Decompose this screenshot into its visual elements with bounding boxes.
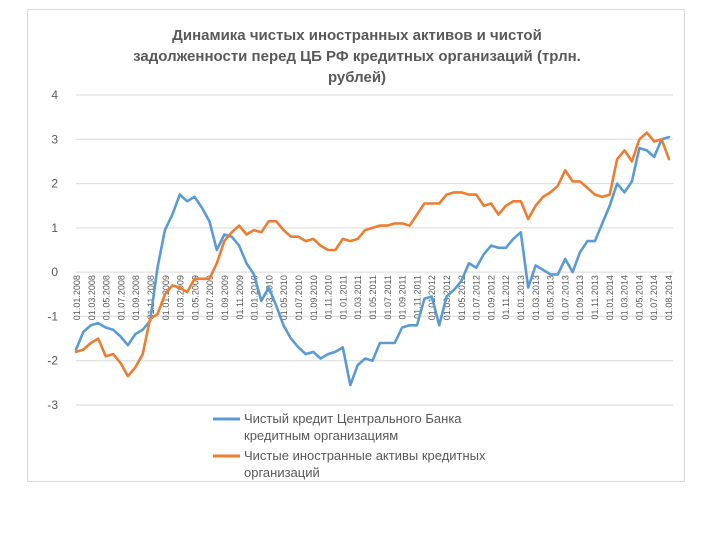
x-tick-label: 01.05.2014: [634, 275, 644, 320]
x-tick-label: 01.11.2011: [412, 275, 422, 319]
x-tick-label: 01.01.2014: [605, 275, 615, 320]
x-tick-label: 01.01.2009: [161, 275, 171, 320]
x-tick-label: 01.07.2009: [205, 275, 215, 320]
x-tick-label: 01.03.2014: [620, 275, 630, 320]
x-tick-label: 01.11.2012: [501, 275, 511, 319]
x-tick-label: 01.05.2010: [279, 275, 289, 320]
x-tick-label: 01.09.2011: [398, 275, 408, 319]
x-tick-label: 01.07.2010: [294, 275, 304, 320]
x-tick-label: 01.09.2013: [575, 275, 585, 320]
x-tick-label: 01.11.2009: [235, 275, 245, 319]
y-tick-label: 3: [51, 132, 58, 146]
x-tick-label: 01.11.2013: [590, 275, 600, 319]
x-tick-label: 01.01.2013: [516, 275, 526, 320]
x-tick-label: 01.07.2012: [472, 275, 482, 320]
legend: Чистый кредит Центрального Банка кредитн…: [213, 411, 486, 480]
x-tick-label: 01.05.2009: [190, 275, 200, 320]
chart-title-line-3: рублей): [328, 69, 386, 86]
x-tick-label: 01.09.2008: [131, 275, 141, 320]
y-tick-label: 2: [51, 177, 58, 191]
chart-title-line-1: Динамика чистых иностранных активов и чи…: [172, 27, 542, 44]
y-tick-label: 4: [51, 88, 58, 102]
x-tick-label: 01.01.2011: [338, 275, 348, 319]
x-tick-label: 01.03.2011: [353, 275, 363, 319]
legend-label-cb-credit-line-1: Чистый кредит Центрального Банка: [244, 411, 462, 426]
x-tick-label: 01.03.2010: [264, 275, 274, 320]
y-tick-label: -3: [47, 398, 58, 412]
legend-label-foreign-assets-line-2: организаций: [244, 465, 320, 480]
x-tick-label: 01.03.2008: [87, 275, 97, 320]
legend-label-foreign-assets-line-1: Чистые иностранные активы кредитных: [244, 448, 486, 463]
x-tick-label: 01.09.2012: [486, 275, 496, 320]
x-tick-label: 01.07.2013: [560, 275, 570, 320]
x-tick-label: 01.11.2010: [324, 275, 334, 319]
chart-title-line-2: задолженности перед ЦБ РФ кредитных орга…: [133, 48, 581, 65]
gridlines: [76, 94, 673, 406]
series-lines: [74, 131, 671, 387]
series-line-1: [74, 131, 671, 378]
x-tick-label: 01.09.2010: [309, 275, 319, 320]
x-tick-label: 01.09.2009: [220, 275, 230, 320]
x-tick-label: 01.01.2008: [72, 275, 82, 320]
chart-title: Динамика чистых иностранных активов и чи…: [133, 27, 581, 86]
x-tick-label: 01.05.2013: [546, 275, 556, 320]
y-axis-ticks: 4 3 2 1 0 -1 -2 -3: [47, 88, 58, 412]
legend-label-cb-credit-line-2: кредитным организациям: [244, 428, 398, 443]
x-tick-label: 01.05.2008: [102, 275, 112, 320]
x-tick-label: 01.03.2013: [531, 275, 541, 320]
y-tick-label: 0: [51, 265, 58, 279]
y-tick-label: -2: [47, 354, 58, 368]
x-tick-label: 01.07.2014: [649, 275, 659, 320]
x-tick-label: 01.05.2012: [457, 275, 467, 320]
x-tick-label: 01.08.2014: [664, 275, 674, 320]
x-tick-label: 01.11.2008: [146, 275, 156, 319]
x-tick-label: 01.01.2010: [250, 275, 260, 320]
y-tick-label: -1: [47, 309, 58, 323]
line-chart: Динамика чистых иностранных активов и чи…: [47, 27, 674, 480]
x-tick-label: 01.05.2011: [368, 275, 378, 319]
x-tick-label: 01.03.2009: [176, 275, 186, 320]
chart-container: Динамика чистых иностранных активов и чи…: [27, 9, 685, 482]
series-line-0: [74, 135, 671, 387]
x-tick-label: 01.07.2008: [116, 275, 126, 320]
y-tick-label: 1: [51, 221, 58, 235]
x-tick-label: 01.07.2011: [383, 275, 393, 319]
